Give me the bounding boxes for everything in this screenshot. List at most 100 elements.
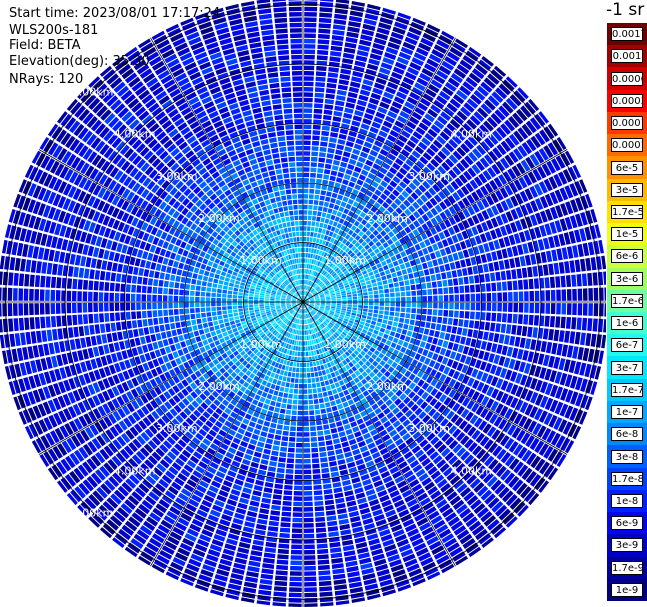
ppi-cell xyxy=(556,303,561,315)
ppi-cell xyxy=(411,265,418,272)
ppi-cell xyxy=(307,253,311,258)
ppi-cell xyxy=(285,468,294,474)
ppi-cell xyxy=(310,288,314,293)
ppi-cell xyxy=(308,286,311,291)
ppi-cell xyxy=(304,300,309,302)
ppi-cell xyxy=(400,307,406,313)
ppi-cell xyxy=(367,312,373,317)
ppi-cell xyxy=(340,68,352,75)
ppi-cell xyxy=(376,263,382,269)
ppi-cell xyxy=(247,565,260,573)
ppi-cell xyxy=(498,260,505,270)
ppi-cell xyxy=(213,320,219,326)
ppi-cell xyxy=(363,273,369,279)
ppi-cell xyxy=(454,177,464,187)
ppi-cell xyxy=(320,305,325,308)
ppi-cell xyxy=(304,533,315,539)
ppi-cell xyxy=(456,232,464,242)
ppi-cell xyxy=(454,260,461,269)
ppi-cell xyxy=(251,433,259,441)
ppi-cell xyxy=(227,309,233,314)
ppi-cell xyxy=(521,326,528,337)
ppi-cell xyxy=(535,212,543,225)
ppi-cell xyxy=(328,180,335,187)
ppi-cell xyxy=(451,270,458,278)
ppi-cell xyxy=(308,194,314,199)
ppi-cell xyxy=(577,288,583,301)
ppi-cell xyxy=(320,303,326,306)
ppi-cell xyxy=(338,249,344,255)
ppi-cell xyxy=(318,267,322,273)
ppi-cell xyxy=(351,120,361,127)
ppi-cell xyxy=(382,7,396,15)
ppi-cell xyxy=(493,239,501,250)
ppi-cell xyxy=(204,344,211,351)
ppi-cell xyxy=(309,237,313,242)
ppi-cell xyxy=(456,162,466,173)
ppi-cell xyxy=(180,341,187,348)
ppi-cell xyxy=(448,310,454,318)
ppi-cell xyxy=(575,197,584,211)
ppi-cell xyxy=(484,154,494,165)
ppi-cell xyxy=(270,510,281,516)
ppi-cell xyxy=(214,340,221,346)
ppi-cell xyxy=(351,310,357,314)
ppi-cell xyxy=(303,501,313,507)
ppi-cell xyxy=(249,438,258,446)
ppi-cell xyxy=(304,299,309,302)
ppi-cell xyxy=(309,188,315,194)
ppi-cell xyxy=(444,173,453,183)
ppi-cell xyxy=(417,217,425,225)
ppi-cell xyxy=(288,598,302,603)
ppi-cell xyxy=(505,382,514,393)
ppi-cell xyxy=(334,154,342,161)
ppi-cell xyxy=(367,247,373,254)
ppi-cell xyxy=(388,316,394,321)
ppi-cell xyxy=(306,292,310,297)
ppi-cell xyxy=(310,275,313,281)
ppi-cell xyxy=(463,319,469,328)
ppi-cell xyxy=(365,237,371,244)
ppi-cell xyxy=(332,482,342,488)
ppi-cell xyxy=(348,416,356,423)
ppi-cell xyxy=(400,212,408,220)
ppi-cell xyxy=(486,207,495,218)
ppi-cell xyxy=(324,310,329,314)
ppi-cell xyxy=(303,351,306,357)
ppi-cell xyxy=(553,329,560,342)
ppi-cell xyxy=(362,79,374,87)
ppi-cell xyxy=(338,518,349,525)
ppi-cell xyxy=(357,292,363,296)
ppi-cell xyxy=(397,258,404,265)
ppi-cell xyxy=(545,341,553,354)
ppi-cell xyxy=(475,160,485,172)
ppi-cell xyxy=(345,234,351,240)
ppi-cell xyxy=(420,276,426,283)
ppi-cell xyxy=(334,216,340,222)
ppi-cell xyxy=(362,182,370,189)
ppi-cell xyxy=(319,308,324,311)
ppi-cell xyxy=(358,324,364,329)
ppi-cell xyxy=(585,333,592,347)
ppi-cell xyxy=(378,22,392,30)
ppi-cell xyxy=(311,290,316,294)
ppi-cell xyxy=(324,292,330,295)
ppi-cell xyxy=(463,276,469,285)
ppi-cell xyxy=(367,131,377,139)
ppi-cell xyxy=(354,431,362,438)
ppi-cell xyxy=(343,550,356,557)
ppi-cell xyxy=(501,281,507,291)
ppi-cell xyxy=(343,174,351,181)
ppi-cell xyxy=(544,193,554,207)
ppi-cell xyxy=(331,305,336,307)
ppi-cell xyxy=(376,171,385,179)
ppi-cell xyxy=(294,469,303,475)
ppi-cell xyxy=(485,312,491,321)
ppi-cell xyxy=(304,302,309,304)
ppi-cell xyxy=(500,225,508,236)
ppi-cell xyxy=(314,243,319,249)
ppi-cell xyxy=(353,248,360,254)
ppi-cell xyxy=(367,3,381,11)
ppi-cell xyxy=(509,335,516,346)
ppi-cell xyxy=(564,216,573,230)
